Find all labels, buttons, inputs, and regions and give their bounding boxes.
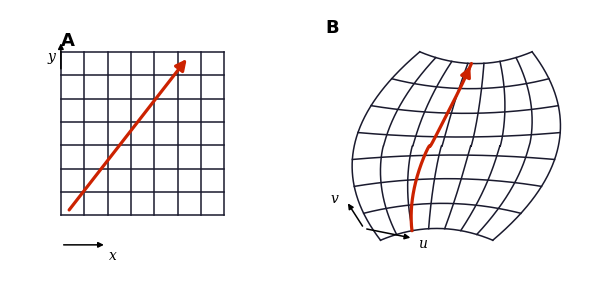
Text: B: B (325, 19, 339, 37)
Text: A: A (61, 32, 75, 50)
Text: u: u (419, 237, 427, 251)
Text: y: y (47, 50, 55, 64)
Text: x: x (109, 249, 117, 263)
Text: v: v (331, 192, 339, 206)
